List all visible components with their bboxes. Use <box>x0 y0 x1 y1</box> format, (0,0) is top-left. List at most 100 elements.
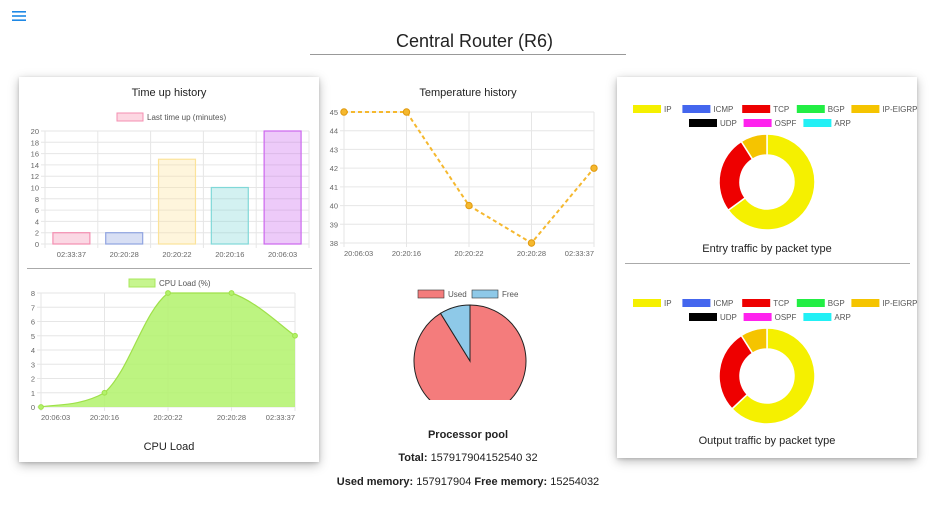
legend-swatch-udp <box>689 313 717 321</box>
time-up-legend: Last time up (minutes) <box>116 112 226 122</box>
y-tick-label: 40 <box>330 202 338 211</box>
x-tick-label: 20:20:16 <box>215 250 244 259</box>
pie-slice-ip <box>730 327 816 425</box>
y-tick-label: 8 <box>31 289 35 298</box>
output-traffic-caption: Output traffic by packet type <box>698 435 836 447</box>
y-tick-label: 1 <box>31 389 35 398</box>
legend-swatch-free <box>471 289 499 299</box>
time-up-legend-label: Last time up (minutes) <box>147 113 226 122</box>
time-up-bars <box>52 130 302 245</box>
cpu-load-legend: CPU Load (%) <box>128 278 211 288</box>
y-tick-label: 3 <box>31 360 35 369</box>
legend-label-ospf: OSPF <box>775 313 797 322</box>
y-tick-label: 0 <box>35 240 39 249</box>
data-point <box>465 201 473 210</box>
time-up-grid <box>41 130 310 248</box>
y-tick-label: 4 <box>31 346 35 355</box>
y-tick-label: 16 <box>31 150 39 159</box>
data-point <box>402 108 411 116</box>
time-up-title: Time up history <box>131 87 207 99</box>
y-tick-label: 39 <box>330 220 338 229</box>
bar <box>263 130 302 245</box>
pie-slice-ip-eigrp <box>740 133 768 161</box>
memory-total-label: Total: <box>398 452 428 464</box>
cpu-load-legend-label: CPU Load (%) <box>159 279 211 288</box>
temperature-grid <box>340 111 595 247</box>
processor-pool-title: Processor pool <box>427 429 509 441</box>
legend-swatch-ospf <box>743 313 772 321</box>
bar <box>52 232 91 245</box>
pie-slice-ip <box>727 133 816 231</box>
legend-swatch-bgp <box>796 299 825 307</box>
x-tick-label: 20:06:03 <box>344 249 373 258</box>
legend-swatch-ip-eigrp <box>851 299 880 307</box>
output-traffic-legend: IP ICMP TCP BGP IP-EIGRP UDP OSPF ARP <box>633 299 917 322</box>
y-tick-label: 8 <box>35 195 39 204</box>
x-tick-label: 20:20:16 <box>90 413 119 422</box>
x-tick-label: 02:33:37 <box>565 249 594 258</box>
y-tick-label: 43 <box>330 145 338 154</box>
used-memory-value: 157917904 <box>416 476 472 488</box>
x-tick-label: 20:20:28 <box>517 249 546 258</box>
temperature-chart: 38 39 40 41 42 43 44 45 20:06:03 20:20:16 20:20:22… <box>330 108 598 258</box>
bar <box>105 232 144 245</box>
legend-label-ospf: OSPF <box>775 119 797 128</box>
x-tick-label: 02:33:37 <box>57 250 86 259</box>
legend-label-ip: IP <box>664 299 672 308</box>
cpu-load-fill <box>41 293 295 407</box>
time-up-chart: Last time up (minutes) 0 2 4 6 8 10 12 14 16 18 20… <box>31 112 310 259</box>
temperature-title: Temperature history <box>419 87 517 99</box>
legend-swatch-icmp <box>682 299 711 307</box>
legend-swatch-ip-eigrp <box>851 105 880 113</box>
y-tick-label: 2 <box>31 375 35 384</box>
memory-total: Total: 157917904152540 32 <box>320 452 616 464</box>
legend-swatch-arp <box>803 313 832 321</box>
legend-swatch-tcp <box>742 299 771 307</box>
data-point <box>590 164 598 172</box>
legend-label-ip: IP <box>664 105 672 114</box>
x-tick-label: 20:06:03 <box>268 250 297 259</box>
legend-swatch-tcp <box>742 105 771 113</box>
memory-total-value: 157917904152540 32 <box>430 452 538 464</box>
legend-label-arp: ARP <box>834 313 850 322</box>
x-tick-label: 20:20:28 <box>217 413 246 422</box>
right-card: IP ICMP TCP BGP IP-EIGRP UDP OSPF ARP Entry tra… <box>617 77 917 458</box>
legend-label-udp: UDP <box>720 313 737 322</box>
free-memory-value: 15254032 <box>550 476 600 488</box>
output-traffic-donut <box>718 327 816 425</box>
left-card-divider <box>27 268 312 269</box>
used-memory-label: Used memory: <box>336 476 414 488</box>
y-tick-label: 10 <box>31 184 39 193</box>
cpu-load-chart: CPU Load (%) 0 1 2 3 4 5 6 7 8 20:06:03 20:20:16 20… <box>31 278 298 422</box>
x-tick-label: 20:20:22 <box>162 250 191 259</box>
cpu-load-legend-swatch <box>128 278 156 288</box>
legend-swatch-bgp <box>796 105 825 113</box>
legend-label-ip-eigrp: IP-EIGRP <box>882 299 917 308</box>
data-point <box>38 404 44 410</box>
y-tick-label: 12 <box>31 172 39 181</box>
x-tick-label: 20:06:03 <box>41 413 70 422</box>
x-tick-label: 20:20:28 <box>110 250 139 259</box>
cpu-load-line <box>40 292 296 408</box>
legend-label-bgp: BGP <box>828 105 845 114</box>
y-tick-label: 41 <box>330 183 338 192</box>
temperature-line <box>340 108 598 247</box>
temperature-axis-labels: 38 39 40 41 42 43 44 45 20:06:03 20:20:16 20:20:22… <box>330 108 594 258</box>
y-tick-label: 0 <box>31 403 35 412</box>
legend-label-udp: UDP <box>720 119 737 128</box>
y-tick-label: 14 <box>31 161 39 170</box>
legend-swatch-arp <box>803 119 832 127</box>
bar <box>157 158 197 245</box>
bar <box>210 186 249 245</box>
y-tick-label: 7 <box>31 303 35 312</box>
data-point <box>527 239 536 247</box>
data-point <box>228 290 235 296</box>
processor-pool-chart: Used Free <box>413 289 527 400</box>
page-title: Central Router (R6) <box>395 31 554 51</box>
legend-swatch-ip <box>633 105 661 113</box>
legend-swatch-used <box>417 289 445 299</box>
processor-pool-pie <box>413 304 527 400</box>
legend-swatch-ip <box>633 299 661 307</box>
y-tick-label: 42 <box>330 164 338 173</box>
menu-button[interactable] <box>12 10 26 22</box>
